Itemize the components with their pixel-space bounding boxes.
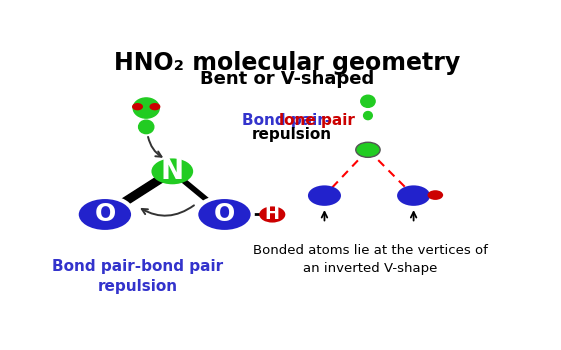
Text: O: O [214, 203, 235, 226]
Circle shape [133, 104, 142, 110]
Circle shape [397, 186, 430, 206]
Ellipse shape [139, 120, 154, 134]
Circle shape [427, 190, 443, 200]
Circle shape [151, 159, 193, 184]
Circle shape [77, 197, 133, 232]
Ellipse shape [133, 98, 159, 118]
Circle shape [196, 197, 252, 232]
Circle shape [150, 104, 160, 110]
Text: lone pair: lone pair [279, 113, 355, 128]
Circle shape [259, 206, 286, 223]
Text: N: N [161, 158, 184, 186]
Text: Bent or V-shaped: Bent or V-shaped [200, 70, 375, 88]
Circle shape [356, 142, 380, 158]
Text: HNO₂ molecular geometry: HNO₂ molecular geometry [114, 51, 461, 76]
Text: repulsion: repulsion [251, 127, 332, 142]
Text: Bond pair-bond pair
repulsion: Bond pair-bond pair repulsion [52, 259, 223, 294]
Text: H: H [265, 205, 280, 224]
Ellipse shape [361, 95, 375, 107]
Text: O: O [94, 203, 116, 226]
Text: Bond pair-: Bond pair- [242, 113, 331, 128]
Text: Bonded atoms lie at the vertices of
an inverted V-shape: Bonded atoms lie at the vertices of an i… [252, 244, 488, 275]
Ellipse shape [364, 112, 373, 120]
Circle shape [308, 186, 341, 206]
